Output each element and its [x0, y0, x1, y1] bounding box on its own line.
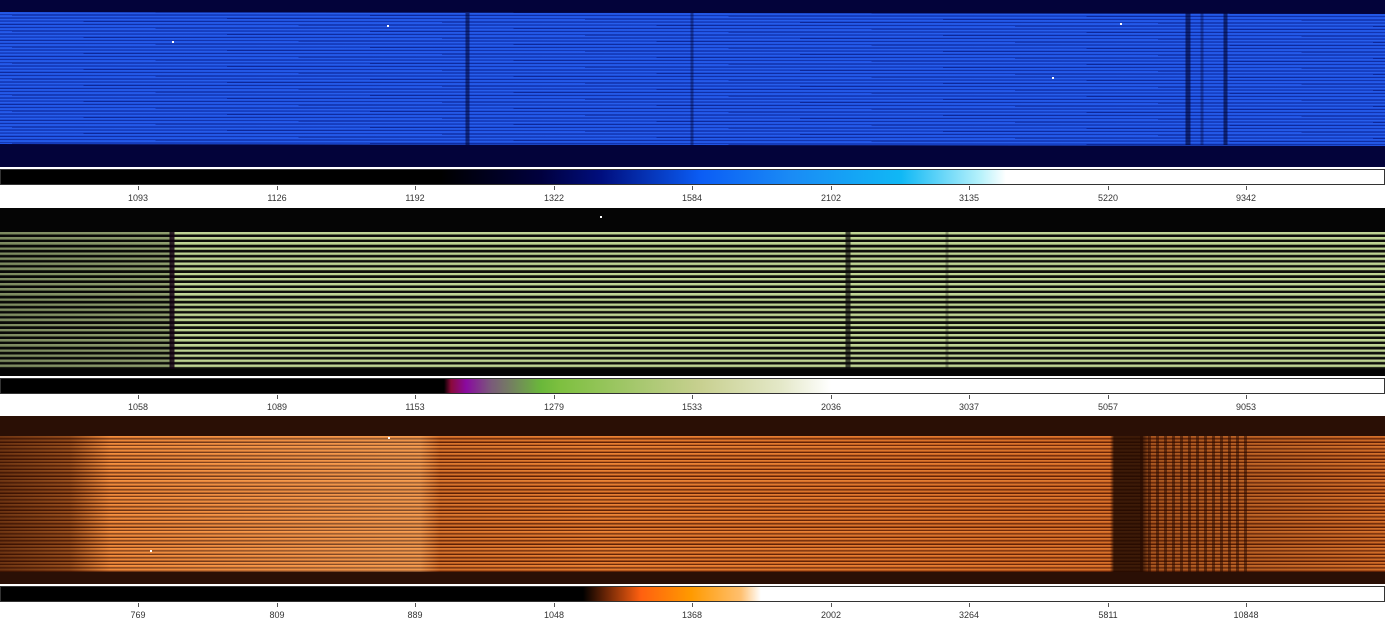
tick-mark: [1246, 186, 1247, 190]
colorbar-ticks-blue: 1093 1126 1192 1322 1584 2102 3135 5220 …: [0, 186, 1385, 206]
tick-label: 1368: [681, 610, 703, 620]
tick-mark: [277, 395, 278, 399]
hot-pixel: [1052, 77, 1054, 79]
tick-label: 809: [269, 610, 285, 620]
tick-mark: [692, 603, 693, 607]
tick-label: 3264: [958, 610, 980, 620]
tick-label: 2002: [820, 610, 842, 620]
tick-mark: [138, 603, 139, 607]
tick-label: 5811: [1098, 610, 1118, 620]
tick-label: 1089: [266, 402, 288, 412]
tick-mark: [1108, 603, 1109, 607]
tick-mark: [1108, 186, 1109, 190]
hot-pixel: [1120, 23, 1122, 25]
spectrum-image-orange: [0, 416, 1385, 584]
spectrum-image-green: [0, 208, 1385, 376]
tick-mark: [831, 395, 832, 399]
tick-mark: [969, 395, 970, 399]
tick-mark: [969, 603, 970, 607]
tick-label: 3135: [958, 193, 980, 203]
tick-mark: [1246, 395, 1247, 399]
tick-label: 1279: [543, 402, 565, 412]
hot-pixel: [388, 437, 390, 439]
tick-label: 2036: [820, 402, 842, 412]
tick-label: 1322: [543, 193, 565, 203]
tick-label: 9342: [1235, 193, 1257, 203]
hot-pixel: [150, 550, 152, 552]
tick-mark: [554, 186, 555, 190]
tick-label: 769: [130, 610, 146, 620]
tick-mark: [692, 186, 693, 190]
absorption-lines: [0, 13, 1385, 145]
tick-label: 1153: [405, 402, 425, 412]
tick-mark: [415, 395, 416, 399]
hot-pixel: [172, 41, 174, 43]
spectrum-image-blue: [0, 0, 1385, 167]
tick-mark: [831, 186, 832, 190]
tick-label: 5220: [1097, 193, 1119, 203]
tick-label: 1048: [543, 610, 565, 620]
tick-mark: [1246, 603, 1247, 607]
tick-mark: [969, 186, 970, 190]
tick-mark: [277, 186, 278, 190]
tick-mark: [138, 186, 139, 190]
tick-label: 5057: [1097, 402, 1119, 412]
tick-label: 1533: [681, 402, 703, 412]
colorbar-ticks-green: 1058 1089 1153 1279 1533 2036 3037 5057 …: [0, 395, 1385, 415]
tick-label: 2102: [820, 193, 842, 203]
tick-mark: [831, 603, 832, 607]
hot-pixel: [600, 216, 602, 218]
tick-label: 1058: [127, 402, 149, 412]
tick-label: 1126: [267, 193, 287, 203]
tick-mark: [554, 395, 555, 399]
absorption-lines: [1140, 436, 1250, 572]
tick-label: 1093: [127, 193, 149, 203]
tick-label: 1192: [405, 193, 425, 203]
tick-mark: [415, 186, 416, 190]
absorption-lines: [0, 232, 1385, 369]
tick-mark: [277, 603, 278, 607]
tick-label: 3037: [958, 402, 980, 412]
tick-label: 889: [407, 610, 423, 620]
tick-mark: [692, 395, 693, 399]
tick-mark: [554, 603, 555, 607]
hot-pixel: [387, 25, 389, 27]
tick-label: 9053: [1235, 402, 1257, 412]
colorbar-green: [0, 378, 1385, 394]
colorbar-ticks-orange: 769 809 889 1048 1368 2002 3264 5811 108…: [0, 603, 1385, 623]
colorbar-blue: [0, 169, 1385, 185]
tick-mark: [138, 395, 139, 399]
tick-mark: [1108, 395, 1109, 399]
tick-label: 1584: [681, 193, 703, 203]
colorbar-orange: [0, 586, 1385, 602]
tick-mark: [415, 603, 416, 607]
tick-label: 10848: [1233, 610, 1259, 620]
